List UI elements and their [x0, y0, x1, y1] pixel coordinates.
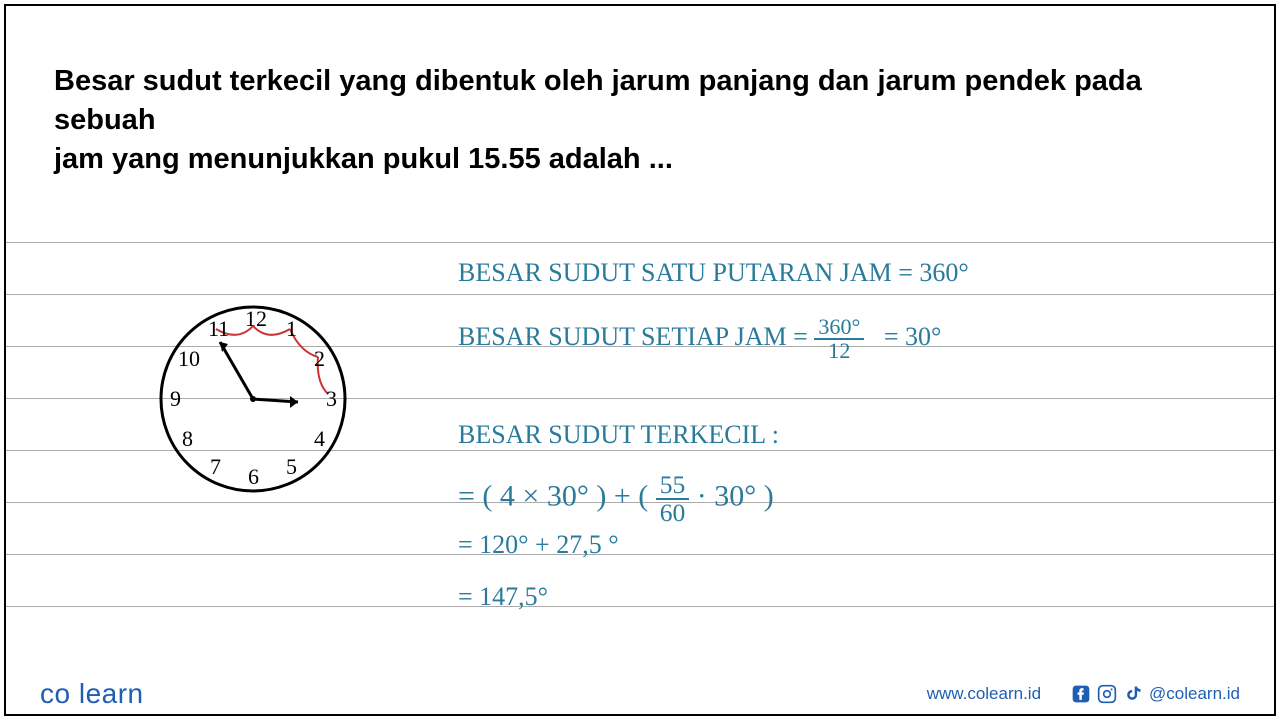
- brand-learn: learn: [79, 678, 144, 709]
- question-text: Besar sudut terkecil yang dibentuk oleh …: [54, 62, 1226, 179]
- work-line2: BESAR SUDUT SETIAP JAM = 360° 12 = 30°: [458, 316, 941, 362]
- work-line4-b: · 30° ): [697, 479, 774, 512]
- instagram-icon: [1097, 684, 1117, 704]
- work-line6: = 147,5°: [458, 582, 548, 612]
- tiktok-icon: [1123, 684, 1143, 704]
- work-line5: = 120° + 27,5 °: [458, 530, 619, 560]
- rule-line: [6, 554, 1274, 555]
- work-line4-a: = ( 4 × 30° ) + (: [458, 479, 648, 512]
- footer-url: www.colearn.id: [927, 684, 1041, 704]
- work-line2-right: = 30°: [884, 322, 942, 351]
- work-line4: = ( 4 × 30° ) + ( 55 60 · 30° ): [458, 472, 774, 525]
- work-line3: BESAR SUDUT TERKECIL :: [458, 420, 779, 450]
- rule-line: [6, 606, 1274, 607]
- work-line1: BESAR SUDUT SATU PUTARAN JAM = 360°: [458, 258, 969, 288]
- fraction-55-60: 55 60: [656, 472, 690, 525]
- question-line2: jam yang menunjukkan pukul 15.55 adalah …: [54, 143, 673, 175]
- clock-numbers: 12 1 2 3 4 5 6 7 8 9 10 11: [148, 294, 358, 504]
- brand-co: co: [40, 678, 71, 709]
- social-icons: @colearn.id: [1071, 684, 1240, 704]
- brand-logo: co learn: [40, 678, 144, 710]
- work-line2-left: BESAR SUDUT SETIAP JAM =: [458, 322, 808, 351]
- facebook-icon: [1071, 684, 1091, 704]
- footer-bar: co learn www.colearn.id @colearn.id: [40, 678, 1240, 710]
- question-line1: Besar sudut terkecil yang dibentuk oleh …: [54, 65, 1142, 136]
- rule-line: [6, 242, 1274, 243]
- fraction-360-12: 360° 12: [814, 316, 864, 362]
- social-handle: @colearn.id: [1149, 684, 1240, 704]
